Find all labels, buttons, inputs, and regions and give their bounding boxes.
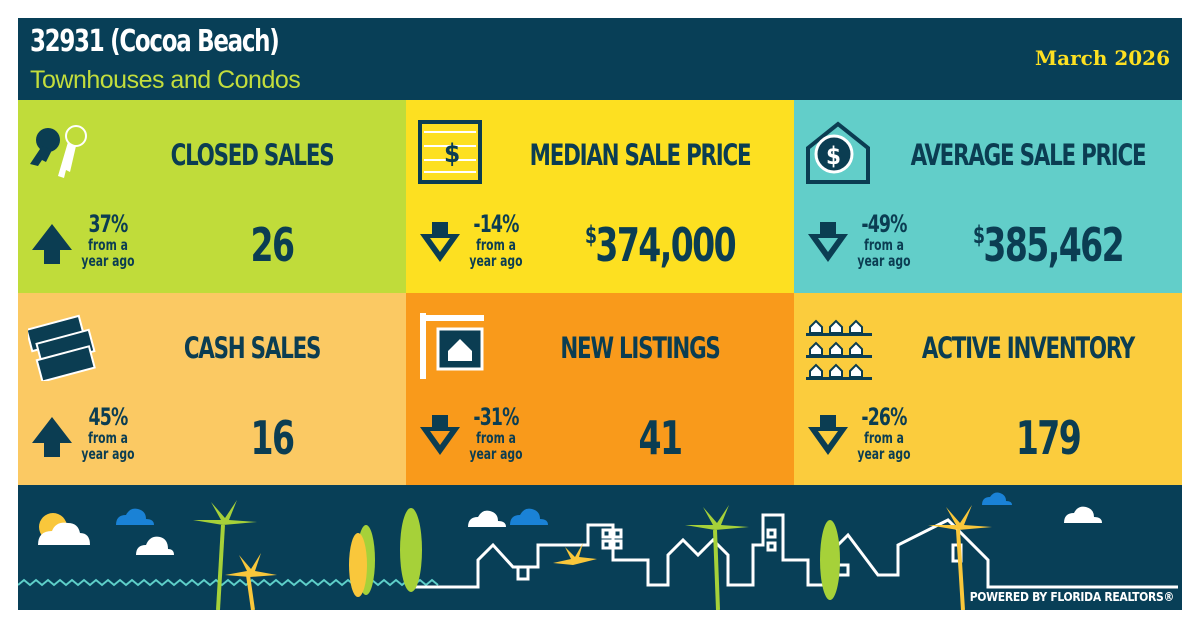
arrow-down-icon [420,222,460,262]
caption-line-1: from a [88,236,128,254]
abacus-icon: $ [418,120,482,184]
arrow-up-icon [32,224,72,264]
value-number: 374,000 [595,218,736,272]
infographic: 32931 (Cocoa Beach) Townhouses and Condo… [18,18,1182,610]
stat-value: 41 [561,411,759,465]
value-number: 179 [1015,411,1082,465]
stat-value: 179 [949,411,1147,465]
stat-label: CASH SALES [183,331,322,365]
svg-text:$: $ [826,142,841,170]
change-percent: 37% [88,210,129,238]
currency-symbol: $ [972,221,985,249]
caption-line-2: year ago [857,252,911,270]
change-caption: from a year ago [80,430,136,462]
stat-tile-closed-sales: CLOSED SALES 37% from a year ago 26 [18,100,406,293]
caption-line-2: year ago [469,252,523,270]
stat-label: AVERAGE SALE PRICE [910,138,1147,172]
caption-line-2: year ago [469,445,523,463]
change-percent: -49% [861,210,907,238]
house-dollar-icon: $ [806,121,870,184]
stat-value: $385,462 [949,218,1147,272]
keys-icon [30,125,87,178]
stat-tile-new-listings: NEW LISTINGS -31% from a year ago 41 [406,293,794,486]
caption-line-2: year ago [81,445,135,463]
stat-label: MEDIAN SALE PRICE [529,138,752,172]
cash-icon [28,314,96,381]
value-number: 16 [250,411,295,465]
stat-tile-cash-sales: CASH SALES 45% from a year ago 16 [18,293,406,486]
change-percent: -31% [473,403,519,431]
value-number: 26 [250,218,295,272]
caption-line-1: from a [864,236,904,254]
for-sale-sign-icon [420,313,484,379]
stat-value: $374,000 [561,218,759,272]
caption-line-1: from a [88,429,128,447]
change-caption: from a year ago [468,237,524,269]
caption-line-2: year ago [857,445,911,463]
header: 32931 (Cocoa Beach) Townhouses and Condo… [18,18,1182,100]
caption-line-1: from a [476,429,516,447]
change-caption: from a year ago [856,237,912,269]
arrow-down-icon [808,222,848,262]
stat-label: NEW LISTINGS [560,331,720,365]
caption-line-2: year ago [81,252,135,270]
powered-by-text: POWERED BY FLORIDA REALTORS® [969,590,1175,604]
change-percent: 45% [88,403,129,431]
stat-tile-active-inventory: ACTIVE INVENTORY -26% from a year ago 179 [794,293,1182,486]
svg-text:$: $ [444,139,460,169]
caption-line-1: from a [864,429,904,447]
caption-line-1: from a [476,236,516,254]
page-title: 32931 (Cocoa Beach) [30,24,280,59]
page-subtitle: Townhouses and Condos [30,66,301,94]
change-percent: -26% [861,403,907,431]
change-caption: from a year ago [80,237,136,269]
change-caption: from a year ago [468,430,524,462]
stat-value: 16 [173,411,371,465]
stat-tile-median-sale-price: $ MEDIAN SALE PRICE -14% from a year ago … [406,100,794,293]
houses-shelf-icon [806,319,872,380]
currency-symbol: $ [584,221,597,249]
footer-scene: POWERED BY FLORIDA REALTORS® [18,485,1182,610]
arrow-down-icon [420,415,460,455]
stat-label: CLOSED SALES [170,138,335,172]
change-caption: from a year ago [856,430,912,462]
stat-value: 26 [173,218,371,272]
value-number: 385,462 [983,218,1124,272]
stat-label: ACTIVE INVENTORY [921,331,1135,365]
stat-tile-average-sale-price: $ AVERAGE SALE PRICE -49% from a year ago… [794,100,1182,293]
value-number: 41 [638,411,683,465]
report-date: March 2026 [1035,46,1170,70]
arrow-down-icon [808,415,848,455]
change-percent: -14% [473,210,519,238]
beach-town-illustration [18,492,1178,610]
arrow-up-icon [32,417,72,457]
